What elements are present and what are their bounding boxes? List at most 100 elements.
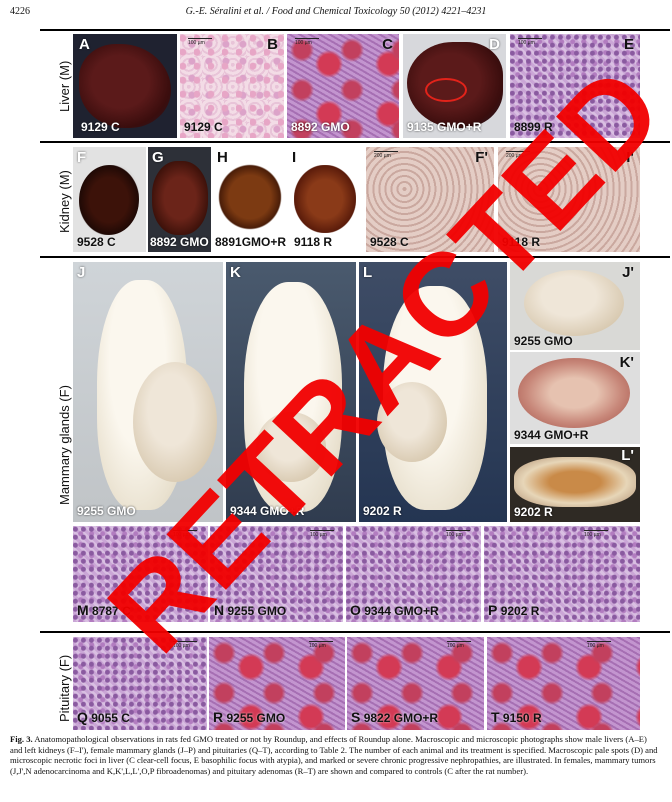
tumor xyxy=(256,412,326,482)
panel-id: T 9150 R xyxy=(491,709,542,725)
scale-bar: 100 µm xyxy=(587,641,611,649)
panel-id: S 9822 GMO+R xyxy=(351,709,439,725)
panel-letter: L xyxy=(363,264,373,281)
row-label-pituitary: Pituitary (F) xyxy=(57,654,72,722)
row-divider xyxy=(40,256,670,258)
panel-letter: H xyxy=(217,149,228,166)
scale-bar: 100 µm xyxy=(173,641,197,649)
panel-id: 9118 R xyxy=(502,235,541,249)
row-divider xyxy=(40,631,670,633)
panel-i-prime: 200 µm I' 9118 R xyxy=(498,147,640,252)
panel-letter: K' xyxy=(619,354,634,371)
scale-bar: 200 µm xyxy=(506,151,530,159)
row-label-liver: Liver (M) xyxy=(57,60,72,112)
panel-id: R 9255 GMO xyxy=(213,709,286,725)
panel-c: 100 µm C 8892 GMO xyxy=(287,34,399,138)
panel-n: 100 µm N 9255 GMO xyxy=(210,526,343,622)
panel-k: K 9344 GMO+R xyxy=(226,262,356,522)
panel-id: 9528 C xyxy=(370,235,409,249)
panel-r: 100 µm R 9255 GMO xyxy=(209,637,345,730)
scale-bar: 100 µm xyxy=(309,641,333,649)
tumor xyxy=(518,358,630,428)
panel-i: I 9118 R xyxy=(288,147,363,252)
panel-letter: J' xyxy=(622,264,634,281)
panel-letter: A xyxy=(79,36,90,53)
panel-id: 9344 GMO+R xyxy=(230,504,305,518)
panel-id: 9528 C xyxy=(77,235,116,249)
panel-id: P 9202 R xyxy=(488,602,540,618)
panel-q: 100 µm Q 9055 C xyxy=(73,637,207,730)
panel-g: G 8892 GMO xyxy=(148,147,211,252)
panel-o: 100 µm O 9344 GMO+R xyxy=(346,526,481,622)
panel-id: 9202 R xyxy=(514,505,553,519)
panel-l-prime: L' 9202 R xyxy=(510,447,640,522)
panel-h: H 8891GMO+R xyxy=(213,147,286,252)
row-divider xyxy=(40,141,670,143)
figure-caption: Fig. 3. Anatomopathological observations… xyxy=(10,734,660,776)
panel-id: 9129 C xyxy=(184,120,223,134)
kidney-photo xyxy=(79,165,139,235)
panel-letter: E xyxy=(623,36,634,53)
panel-letter: F' xyxy=(475,149,488,166)
panel-j-prime: J' 9255 GMO xyxy=(510,262,640,350)
page-header: 4226 G.-E. Séralini et al. / Food and Ch… xyxy=(0,6,672,20)
panel-letter: B xyxy=(267,36,278,53)
kidney-photo xyxy=(294,165,356,233)
tumor xyxy=(133,362,217,482)
panel-id: 8892 GMO xyxy=(150,235,209,249)
panel-letter: I xyxy=(292,149,297,166)
panel-id: 9129 C xyxy=(81,120,120,134)
panel-e: 100 µm E 8899 R xyxy=(510,34,640,138)
running-head: G.-E. Séralini et al. / Food and Chemica… xyxy=(185,6,487,17)
panel-p: 100 µm P 9202 R xyxy=(484,526,640,622)
panel-letter: D xyxy=(489,36,500,53)
row-label-kidney: Kidney (M) xyxy=(57,170,72,233)
panel-id: 9255 GMO xyxy=(77,504,136,518)
panel-l: L 9202 R xyxy=(359,262,507,522)
panel-f-prime: 200 µm F' 9528 C xyxy=(366,147,494,252)
kidney-photo xyxy=(152,161,208,235)
panel-letter: J xyxy=(77,264,86,281)
panel-b: 100 µm B 9129 C xyxy=(180,34,284,138)
row-label-mammary: Mammary glands (F) xyxy=(57,385,72,505)
panel-id: Q 9055 C xyxy=(77,709,130,725)
scale-bar: 100 µm xyxy=(518,38,542,46)
panel-id: 9202 R xyxy=(363,504,402,518)
scale-bar: 100 µm xyxy=(447,641,471,649)
panel-k-prime: K' 9344 GMO+R xyxy=(510,352,640,444)
panel-id: 9344 GMO+R xyxy=(514,428,589,442)
panel-id: N 9255 GMO xyxy=(214,602,287,618)
tumor xyxy=(524,270,624,336)
panel-s: 100 µm S 9822 GMO+R xyxy=(347,637,484,730)
panel-letter: C xyxy=(382,36,393,53)
panel-letter: L' xyxy=(621,447,634,464)
tumor xyxy=(514,457,636,507)
panel-id: 9118 R xyxy=(294,235,333,249)
scale-bar: 100 µm xyxy=(295,38,319,46)
scale-bar: 100 µm xyxy=(584,530,608,538)
panel-id: 8899 R xyxy=(514,120,553,134)
scale-bar: 100 µm xyxy=(188,38,212,46)
panel-f: F 9528 C xyxy=(73,147,146,252)
scale-bar: 100 µm xyxy=(173,530,197,538)
panel-d: D 9135 GMO+R xyxy=(403,34,506,138)
panel-t: 100 µm T 9150 R xyxy=(487,637,640,730)
tumor xyxy=(377,382,447,462)
kidney-photo xyxy=(217,163,283,231)
panel-letter: F xyxy=(77,149,87,166)
panel-letter: G xyxy=(152,149,164,166)
scale-bar: 200 µm xyxy=(374,151,398,159)
scale-bar: 100 µm xyxy=(310,530,334,538)
caption-lead: Fig. 3. xyxy=(10,734,33,744)
panel-id: 8892 GMO xyxy=(291,120,350,134)
page-number: 4226 xyxy=(10,6,30,17)
panel-id: O 9344 GMO+R xyxy=(350,602,439,618)
lesion-circle xyxy=(425,78,467,102)
panel-j: J 9255 GMO xyxy=(73,262,223,522)
panel-m: 100 µm M 8787 C xyxy=(73,526,208,622)
row-divider xyxy=(40,29,670,31)
panel-letter: I' xyxy=(626,149,634,166)
panel-id: 8891GMO+R xyxy=(215,235,286,249)
panel-id: 9135 GMO+R xyxy=(407,120,482,134)
panel-id: 9255 GMO xyxy=(514,334,573,348)
